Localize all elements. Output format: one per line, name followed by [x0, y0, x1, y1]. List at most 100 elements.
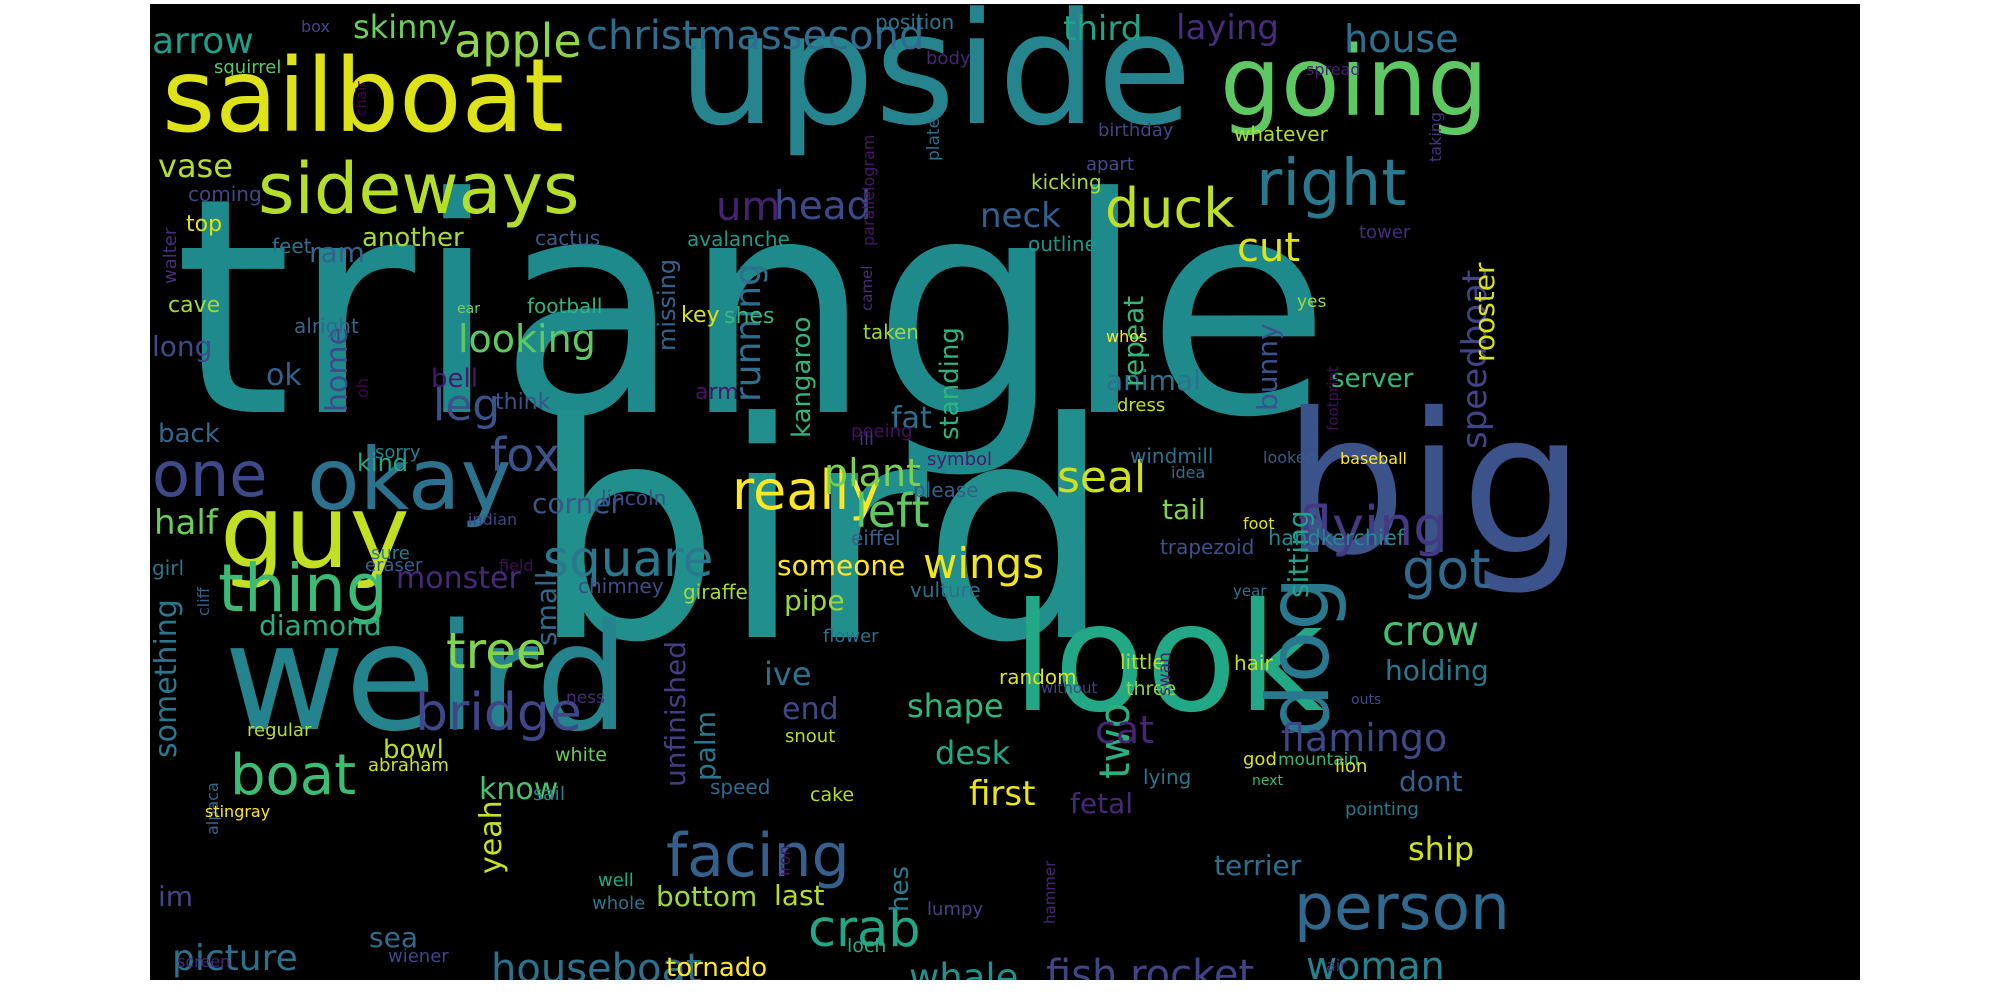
cloud-word: fish rocket: [1046, 952, 1255, 980]
cloud-word: ok: [266, 358, 302, 393]
cloud-word: rooster: [1468, 262, 1501, 362]
cloud-word: regular: [247, 720, 312, 741]
cloud-word: cliff: [194, 587, 213, 616]
cloud-word: key: [681, 303, 720, 328]
cloud-word: eiffel: [851, 526, 901, 550]
cloud-word: flying: [1298, 495, 1448, 558]
cloud-word: pipe: [784, 584, 845, 617]
cloud-word: unfinished: [659, 641, 692, 787]
cloud-word: server: [1331, 364, 1414, 394]
cloud-word: bell: [431, 364, 478, 394]
cloud-word: baseball: [1340, 449, 1407, 468]
cloud-word: sure: [371, 543, 410, 564]
cloud-word: chair: [354, 81, 370, 116]
cloud-word: okay: [307, 430, 512, 530]
cloud-word: swan: [1155, 652, 1175, 696]
cloud-word: duck: [1105, 177, 1235, 240]
cloud-word: boat: [230, 743, 357, 808]
cloud-word: speed: [710, 775, 771, 799]
cloud-word: facing: [666, 821, 850, 891]
cloud-word: cactus: [535, 226, 601, 250]
cloud-word: triangle: [174, 134, 1331, 483]
cloud-word: desk: [935, 734, 1011, 772]
cloud-word: square: [543, 530, 714, 588]
cloud-word: flower: [823, 626, 879, 647]
cloud-word: back: [158, 419, 220, 449]
cloud-word: outs: [1351, 692, 1382, 708]
cloud-word: laying: [1176, 8, 1279, 48]
cloud-word: tornado: [666, 953, 768, 980]
cloud-word: abraham: [368, 755, 449, 776]
cloud-word: apart: [1086, 154, 1134, 175]
cloud-word: taking: [1426, 111, 1445, 162]
cloud-word: weird: [224, 592, 630, 764]
cloud-word: diamond: [259, 609, 382, 642]
cloud-word: three: [1126, 678, 1177, 700]
cloud-word: cut: [1237, 225, 1301, 271]
cloud-word: white: [555, 744, 607, 766]
cloud-word: think: [495, 390, 551, 415]
cloud-word: ship: [1408, 830, 1475, 868]
cloud-word: woman: [1306, 944, 1445, 980]
cloud-word: symbol: [927, 449, 993, 470]
cloud-word: apple: [454, 14, 582, 68]
cloud-word: big: [1283, 371, 1585, 598]
cloud-word: end: [782, 692, 839, 727]
cloud-word: bottom: [656, 880, 758, 913]
cloud-word: wings: [923, 539, 1045, 588]
cloud-word: long: [152, 330, 213, 363]
cloud-word: birthday: [1098, 120, 1174, 141]
cloud-word: whos: [1106, 327, 1148, 346]
cloud-word: um: [716, 184, 781, 230]
cloud-word: god: [1243, 749, 1277, 770]
cloud-word: sorry: [375, 442, 421, 463]
cloud-word: fat: [891, 401, 932, 436]
cloud-word: walter: [160, 227, 181, 284]
cloud-word: thing: [218, 550, 388, 627]
cloud-word: look: [1012, 572, 1325, 746]
cloud-word: cake: [810, 784, 855, 806]
cloud-word: bowl: [383, 735, 444, 765]
cloud-word: kind: [357, 449, 409, 477]
cloud-word: missing: [653, 258, 681, 351]
cloud-word: ear: [457, 301, 480, 317]
cloud-word: bridge: [415, 683, 582, 743]
cloud-word: top: [186, 212, 223, 237]
cloud-word: looking: [458, 317, 596, 361]
cloud-word: position: [875, 10, 955, 34]
cloud-word: lumpy: [927, 899, 984, 920]
cloud-word: windmill: [1130, 444, 1214, 468]
cloud-word: leg: [433, 380, 501, 431]
cloud-word: iron: [775, 845, 794, 876]
cloud-word: someone: [777, 549, 906, 582]
cloud-word: little: [1120, 650, 1165, 674]
cloud-word: tree: [446, 622, 547, 680]
cloud-word: fox: [490, 428, 561, 482]
cloud-word: flamingo: [1281, 716, 1448, 760]
cloud-word: ive: [764, 655, 812, 693]
cloud-word: avalanche: [687, 227, 790, 251]
cloud-word: plate: [924, 117, 944, 161]
cloud-word: house: [1344, 17, 1459, 61]
cloud-word: tower: [1359, 222, 1411, 243]
cloud-word: pointing: [1345, 799, 1419, 820]
cloud-word: cave: [168, 293, 221, 318]
cloud-word: something: [150, 599, 184, 758]
cloud-word: got: [1402, 538, 1491, 601]
cloud-word: upside: [678, 4, 1193, 160]
cloud-word: girl: [152, 556, 185, 580]
cloud-word: plant: [824, 451, 921, 495]
cloud-word: feet: [272, 234, 312, 258]
cloud-word: head: [774, 184, 872, 229]
cloud-word: lion: [1335, 756, 1368, 777]
cloud-word: small: [530, 571, 563, 646]
cloud-word: going: [1220, 26, 1489, 138]
cloud-word: palm: [689, 711, 722, 781]
cloud-word: another: [362, 223, 464, 253]
cloud-word: kicking: [1031, 170, 1102, 194]
cloud-word: loch: [847, 935, 887, 957]
cloud-word: shes: [724, 304, 775, 329]
cloud-word: taken: [863, 320, 919, 344]
cloud-word: lincoln: [601, 486, 667, 510]
cloud-word: person: [1294, 871, 1510, 944]
